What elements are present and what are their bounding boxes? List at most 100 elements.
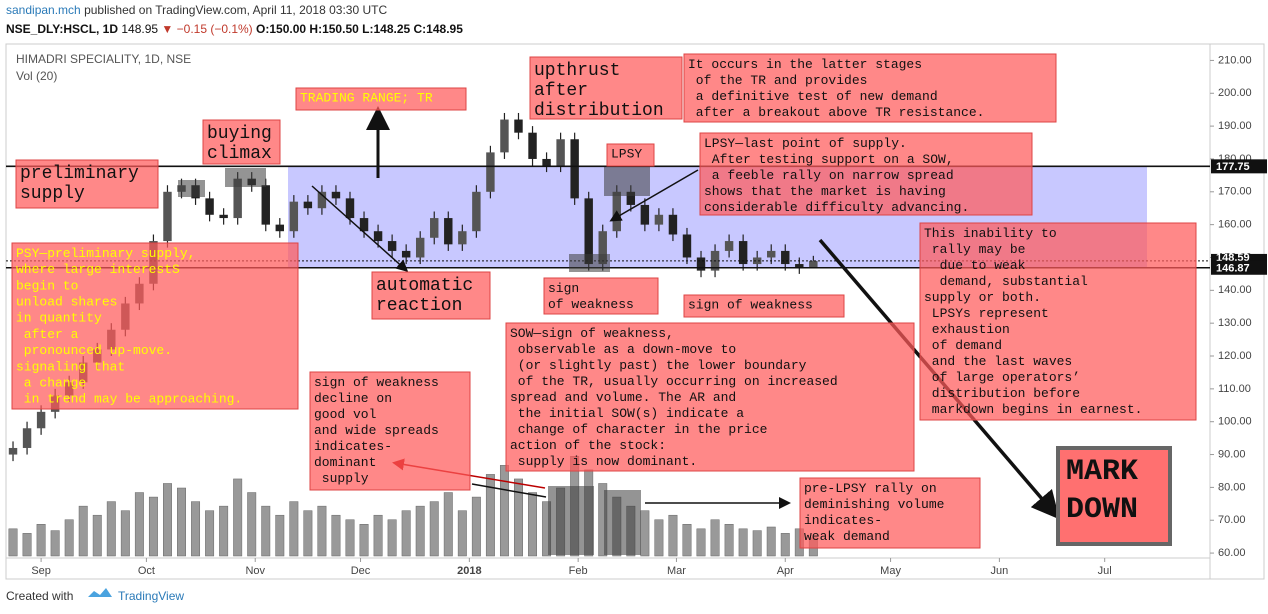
volume-bar (766, 526, 776, 557)
annotation-text: It occurs in the latter stages of the TR… (688, 57, 984, 120)
volume-bar (696, 528, 706, 557)
y-tick-label: 160.00 (1218, 219, 1252, 231)
published: published on TradingView.com, April 11, … (84, 3, 387, 17)
candle-body (738, 241, 748, 265)
volume-bar (387, 519, 397, 557)
highlight-zone (178, 180, 205, 197)
level-tag (1211, 159, 1267, 174)
y-tick-label: 200.00 (1218, 87, 1252, 99)
annotation-text: buying climax (207, 124, 272, 164)
annotation-box (683, 53, 1057, 123)
volume-bar (654, 519, 664, 557)
volume-bar (36, 524, 46, 557)
annotation-line: pronounced up-move. (16, 344, 172, 359)
volume-bar (233, 478, 243, 557)
volume-bar (247, 492, 257, 557)
annotation-box (202, 119, 281, 165)
annotation-line: and the last waves (924, 354, 1072, 369)
volume-bar (219, 505, 229, 557)
annotation-text: LPSY—last point of supply. After testing… (704, 136, 969, 215)
annotation-line: pre-LPSY rally on (804, 481, 937, 496)
annotation-line: good vol (314, 407, 377, 422)
annotation-line: after a breakout above TR resistance. (688, 105, 984, 120)
annotation-text: TRADING RANGE; TR (300, 91, 433, 106)
annotation-line: considerable difficulty advancing. (704, 200, 969, 215)
candle-body (36, 411, 46, 429)
volume-bar (710, 519, 720, 557)
y-tick-label: 90.00 (1218, 448, 1246, 460)
candle-body (415, 237, 425, 258)
y-tick-label: 170.00 (1218, 186, 1252, 198)
annotation-line: automatic (376, 276, 473, 296)
candle-body (373, 231, 383, 242)
volume-bar (724, 524, 734, 557)
annotation-line: supply is now dominant. (510, 454, 697, 469)
annotation-text: pre-LPSY rally on deminishing volume indic… (804, 481, 944, 544)
header-line: sandipan.mch published on TradingView.co… (6, 3, 387, 17)
annotation-line: deminishing volume (804, 497, 944, 512)
y-tick-label: 110.00 (1218, 383, 1251, 395)
candle-body (387, 241, 397, 251)
candle-body (345, 198, 355, 219)
annotation-line: spread and volume. The AR and (510, 390, 736, 405)
highlight-zone (225, 168, 266, 187)
x-tick-label: Oct (138, 565, 155, 577)
level-tag (1211, 260, 1267, 275)
highlight-zone (548, 486, 594, 555)
annotation-line: signaling that (16, 360, 125, 375)
candle-body (795, 264, 804, 268)
annotation-line: supply (314, 471, 369, 486)
annotation-line: preliminary (20, 164, 139, 184)
annotation-box (15, 159, 159, 209)
candle-body (331, 191, 341, 199)
volume-bar (668, 514, 678, 557)
x-tick-label: Nov (245, 565, 265, 577)
annotation-line: rally may be (924, 242, 1025, 257)
volume-bar (514, 478, 523, 557)
candle-body (570, 139, 579, 199)
candle-body (528, 132, 537, 159)
volume-bar (485, 474, 495, 557)
candle-body (430, 218, 439, 238)
symbol: NSE_DLY:HSCL, 1D (6, 22, 118, 36)
candle-body (598, 231, 607, 265)
volume-bar (471, 496, 481, 557)
footer-brand[interactable]: TradingView (118, 589, 184, 603)
high: H:150.50 (309, 22, 359, 36)
annotation-line: begin to (16, 279, 78, 294)
candle-body (682, 234, 692, 258)
annotation-line: demand, substantial (924, 274, 1088, 289)
volume-bar (261, 505, 271, 557)
annotation-text: PSY—preliminary supply, where large inter… (16, 246, 242, 407)
annotation-line: upthrust (534, 61, 620, 81)
volume-bar (401, 510, 411, 557)
annotation-line: climax (207, 144, 272, 164)
volume-bar (359, 524, 369, 557)
candle-body (359, 218, 369, 232)
author[interactable]: sandipan.mch (6, 3, 81, 17)
annotation-line: a definitive test of new demand (688, 89, 938, 104)
annotation-line: indicates- (314, 439, 392, 454)
annotation-text: sign of weakness decline on good vol and wi… (314, 375, 439, 486)
annotation-line: a change (16, 376, 86, 391)
x-tick-label: Sep (31, 565, 51, 577)
annotation-line: LPSY—last point of supply. (704, 136, 907, 151)
y-tick-label: 130.00 (1218, 317, 1252, 329)
annotation-line: supply (20, 184, 85, 204)
y-tick-label: 100.00 (1218, 416, 1252, 428)
candle-body (205, 198, 214, 215)
annotation-line: sign of weakness (688, 298, 813, 313)
last: 148.95 (121, 22, 158, 36)
annotation-box (11, 242, 299, 410)
volume-bar (8, 528, 18, 557)
volume-bar (752, 530, 762, 557)
x-tick-label: Jul (1098, 565, 1112, 577)
annotation-line: due to weak (924, 258, 1026, 273)
annotation-box (606, 143, 655, 167)
annotation-line: sign of weakness (314, 375, 439, 390)
volume-bar (64, 519, 74, 557)
volume-bar (373, 514, 383, 557)
annotation-line: This inability to (924, 226, 1057, 241)
candle-body (752, 257, 762, 265)
